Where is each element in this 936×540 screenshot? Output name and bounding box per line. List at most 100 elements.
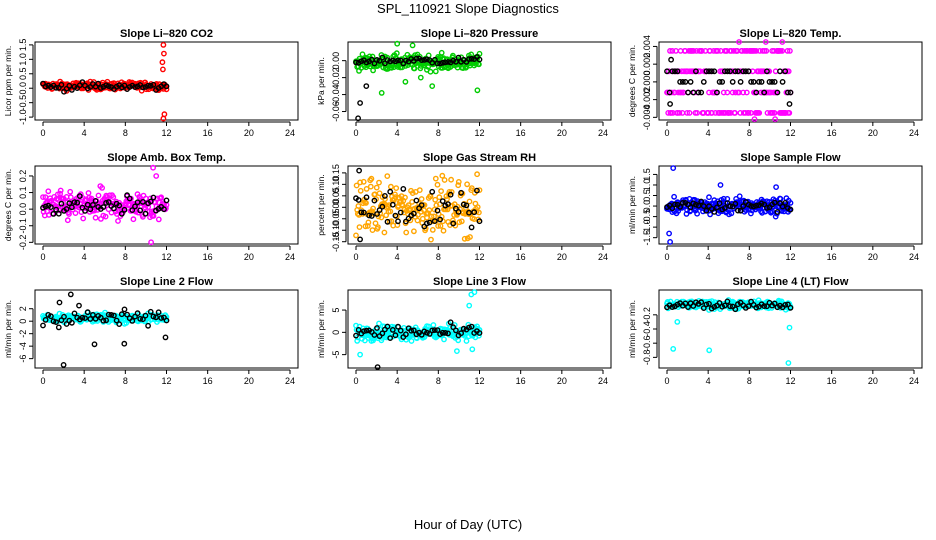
data-point (447, 191, 454, 198)
x-tick-label: 20 (557, 128, 567, 138)
data-point (363, 327, 370, 334)
data-point (147, 308, 154, 315)
y-tick-label: -2 (18, 330, 28, 338)
data-point (429, 226, 436, 233)
y-tick-label: 0.004 (642, 35, 652, 58)
data-point (762, 39, 769, 45)
data-point (679, 199, 686, 206)
data-point (129, 317, 136, 324)
data-point (447, 319, 454, 326)
data-point (369, 227, 376, 234)
data-point (368, 213, 375, 219)
data-point (436, 194, 443, 201)
data-point (742, 68, 749, 75)
data-point (355, 203, 362, 209)
data-point (126, 195, 133, 202)
data-point (363, 200, 369, 206)
data-point (426, 219, 433, 226)
data-point (118, 210, 125, 217)
data-point (782, 301, 789, 308)
data-point (66, 200, 73, 207)
data-point (453, 348, 460, 354)
data-point (116, 202, 123, 209)
data-point (88, 195, 95, 202)
data-point (53, 319, 59, 325)
x-tick-label: 24 (909, 252, 919, 262)
data-point (48, 204, 54, 211)
panel-title: Slope Li–820 Pressure (421, 28, 538, 40)
plot-frame (347, 41, 612, 121)
data-point (370, 205, 376, 212)
panel-title: Slope Li–820 Temp. (740, 28, 842, 40)
data-point (150, 164, 157, 171)
data-point (91, 341, 98, 348)
y-tick-label: -0.8 (642, 350, 652, 366)
data-point (160, 206, 167, 213)
data-point (384, 218, 391, 225)
data-point (402, 78, 409, 85)
data-point (425, 210, 431, 217)
x-tick-label: 4 (706, 128, 711, 138)
data-point (698, 198, 705, 205)
data-point (714, 48, 721, 54)
data-point (357, 179, 363, 186)
data-point (71, 310, 78, 317)
y-tick-label: 0.0 (18, 203, 28, 216)
data-point (160, 115, 167, 122)
y-tick-label: 0.5 (18, 68, 28, 81)
data-point (387, 335, 394, 341)
data-point (430, 322, 437, 328)
data-point (732, 306, 739, 313)
data-point (392, 58, 399, 65)
data-point (735, 68, 741, 75)
data-point (469, 346, 476, 353)
data-point (787, 199, 794, 206)
data-point (687, 79, 694, 85)
y-tick-label: 1.5 (642, 168, 652, 181)
data-point (153, 173, 160, 179)
data-point (355, 197, 362, 203)
data-point (111, 312, 117, 319)
panel-title: Slope Sample Flow (740, 152, 841, 164)
plot-frame (658, 289, 923, 369)
data-point (721, 205, 728, 211)
data-point (363, 185, 370, 192)
data-point (53, 206, 59, 213)
data-point (367, 183, 374, 190)
data-point (410, 327, 417, 334)
x-tick-label: 8 (436, 128, 441, 138)
data-point (761, 303, 768, 309)
data-point (418, 202, 425, 209)
data-point (413, 55, 420, 62)
data-point (721, 302, 728, 309)
data-point (84, 201, 91, 208)
data-point (134, 199, 141, 206)
x-tick-label: 4 (395, 376, 400, 386)
data-point (379, 330, 386, 337)
data-point (409, 42, 416, 49)
y-tick-label: 1.0 (642, 179, 652, 192)
data-point (737, 207, 744, 214)
data-point (707, 48, 713, 54)
data-point (724, 89, 731, 96)
data-point (475, 332, 482, 339)
data-point (393, 185, 400, 192)
data-point (408, 327, 415, 334)
data-point (79, 79, 86, 86)
data-point (71, 199, 78, 206)
data-point (355, 115, 361, 122)
x-tick-label: 0 (40, 252, 45, 262)
data-point (150, 313, 157, 320)
data-point (677, 203, 683, 210)
x-tick-label: 24 (909, 128, 919, 138)
data-point (410, 210, 417, 217)
data-point (80, 215, 87, 222)
y-tick-label: -0.5 (18, 95, 28, 111)
data-point (676, 110, 683, 116)
panel-8: Slope Line 3 Flow 0 4 8 12 16 20 24 -5 0 5 ml/min p… (316, 276, 612, 386)
x-tick-label: 16 (827, 128, 837, 138)
data-point (745, 68, 752, 75)
data-point (779, 39, 786, 45)
data-point (732, 200, 739, 207)
y-tick-label: 0.0 (18, 82, 28, 95)
